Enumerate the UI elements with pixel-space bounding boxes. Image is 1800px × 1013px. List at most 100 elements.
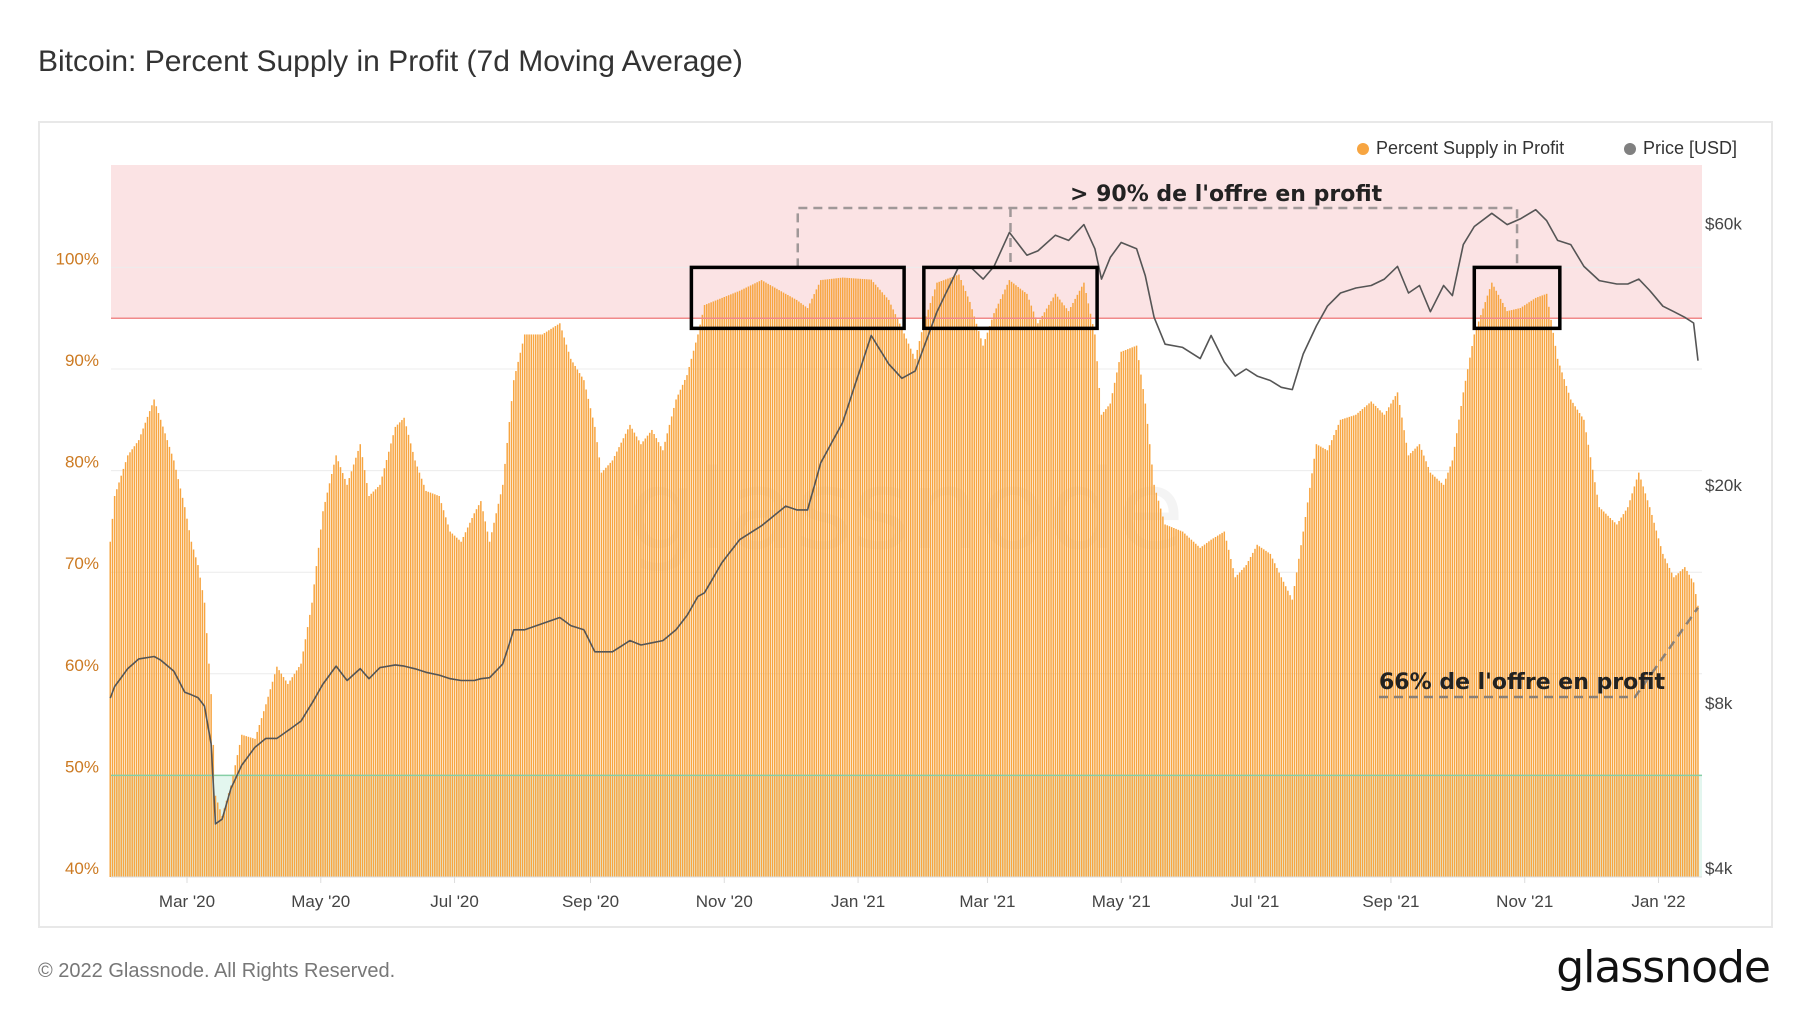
supply-bar bbox=[778, 290, 780, 877]
supply-bar bbox=[868, 279, 870, 878]
supply-bar bbox=[537, 334, 539, 877]
supply-bar bbox=[328, 483, 331, 877]
supply-bar bbox=[1127, 349, 1129, 877]
supply-bar bbox=[405, 426, 408, 877]
supply-bar bbox=[890, 304, 892, 877]
supply-bar bbox=[550, 328, 552, 877]
legend-dot-icon bbox=[1357, 142, 1369, 155]
supply-bar bbox=[1179, 530, 1182, 877]
supply-bar bbox=[133, 446, 136, 877]
supply-bar bbox=[991, 319, 993, 877]
supply-bar bbox=[1324, 449, 1326, 877]
supply-bar bbox=[1668, 567, 1671, 877]
supply-bar bbox=[1289, 595, 1291, 877]
supply-bar bbox=[144, 422, 147, 877]
supply-bar bbox=[499, 494, 502, 877]
supply-bar bbox=[1401, 417, 1403, 877]
supply-bar bbox=[1561, 372, 1563, 877]
supply-bar bbox=[734, 292, 736, 877]
supply-bar bbox=[1278, 572, 1280, 877]
supply-bar bbox=[1232, 568, 1234, 877]
supply-bar bbox=[381, 476, 383, 877]
supply-bar bbox=[1449, 466, 1451, 877]
supply-bar bbox=[1416, 446, 1419, 877]
supply-bar bbox=[903, 333, 905, 877]
supply-bar bbox=[1287, 590, 1289, 877]
supply-bar bbox=[646, 435, 649, 877]
supply-bar bbox=[993, 313, 995, 877]
supply-bar bbox=[1539, 296, 1541, 877]
supply-bar bbox=[1210, 539, 1212, 877]
supply-bar bbox=[747, 286, 750, 877]
supply-bar bbox=[1030, 305, 1033, 878]
supply-bar bbox=[1469, 357, 1471, 877]
supply-bar bbox=[920, 332, 923, 877]
supply-bar bbox=[980, 338, 982, 877]
supply-bar bbox=[1063, 305, 1065, 877]
supply-bar bbox=[1256, 544, 1258, 877]
supply-bar bbox=[1515, 309, 1517, 877]
supply-bar bbox=[1120, 351, 1122, 877]
supply-bar bbox=[736, 291, 739, 878]
supply-bar bbox=[798, 301, 800, 877]
supply-bar bbox=[670, 416, 673, 877]
supply-bar bbox=[1484, 302, 1487, 877]
supply-bar bbox=[1263, 549, 1265, 877]
supply-bar bbox=[1269, 553, 1272, 877]
supply-bar bbox=[1234, 577, 1237, 877]
supply-bar bbox=[572, 362, 574, 877]
supply-bar bbox=[140, 434, 142, 877]
supply-bar bbox=[986, 332, 989, 877]
supply-bar bbox=[710, 302, 712, 877]
supply-bar bbox=[1258, 546, 1261, 877]
supply-bar bbox=[175, 469, 177, 877]
left-axis-tick-label: 60% bbox=[65, 656, 99, 675]
supply-bar bbox=[429, 492, 432, 877]
supply-bar bbox=[298, 667, 300, 877]
supply-bar bbox=[1252, 552, 1254, 877]
legend-item-supply[interactable]: Percent Supply in Profit bbox=[1357, 138, 1564, 159]
supply-bar bbox=[787, 295, 789, 878]
supply-bar bbox=[563, 337, 565, 877]
supply-bar bbox=[1153, 484, 1155, 877]
supply-bar bbox=[561, 330, 563, 878]
supply-bar bbox=[613, 455, 616, 877]
supply-bar bbox=[695, 342, 697, 878]
supply-bar bbox=[1328, 445, 1331, 877]
supply-bar bbox=[263, 711, 265, 877]
legend-label: Price [USD] bbox=[1643, 138, 1738, 158]
supply-bar bbox=[1142, 389, 1144, 877]
supply-bar bbox=[765, 282, 767, 877]
supply-bar bbox=[725, 296, 728, 877]
supply-bar bbox=[1309, 487, 1311, 877]
supply-bar bbox=[627, 429, 629, 877]
supply-bar bbox=[311, 602, 313, 877]
supply-bar bbox=[870, 279, 872, 877]
supply-bar bbox=[1394, 396, 1397, 877]
bottom-annotation-label: 66% de l'offre en profit bbox=[1379, 670, 1666, 695]
legend-item-price[interactable]: Price [USD] bbox=[1624, 138, 1737, 159]
supply-bar bbox=[1208, 541, 1210, 877]
supply-bar bbox=[409, 443, 412, 877]
supply-bar bbox=[1085, 293, 1087, 878]
supply-bar bbox=[977, 331, 980, 877]
x-axis-tick-label: May '20 bbox=[291, 892, 350, 911]
supply-bar bbox=[1591, 469, 1594, 877]
supply-bar bbox=[1096, 361, 1098, 877]
supply-bar bbox=[1013, 283, 1015, 877]
supply-bar bbox=[866, 279, 868, 877]
supply-bar bbox=[1453, 446, 1456, 877]
supply-bar bbox=[609, 462, 611, 877]
supply-bar bbox=[199, 577, 201, 877]
supply-bar bbox=[1271, 558, 1274, 877]
supply-bar bbox=[1578, 413, 1581, 877]
supply-bar bbox=[1363, 407, 1366, 877]
supply-bar bbox=[192, 549, 195, 877]
supply-bar bbox=[1659, 546, 1662, 877]
supply-bar bbox=[664, 441, 666, 877]
supply-bar bbox=[480, 501, 482, 877]
supply-bar bbox=[109, 541, 111, 877]
supply-bar bbox=[1622, 514, 1625, 877]
supply-bar bbox=[1146, 423, 1149, 877]
